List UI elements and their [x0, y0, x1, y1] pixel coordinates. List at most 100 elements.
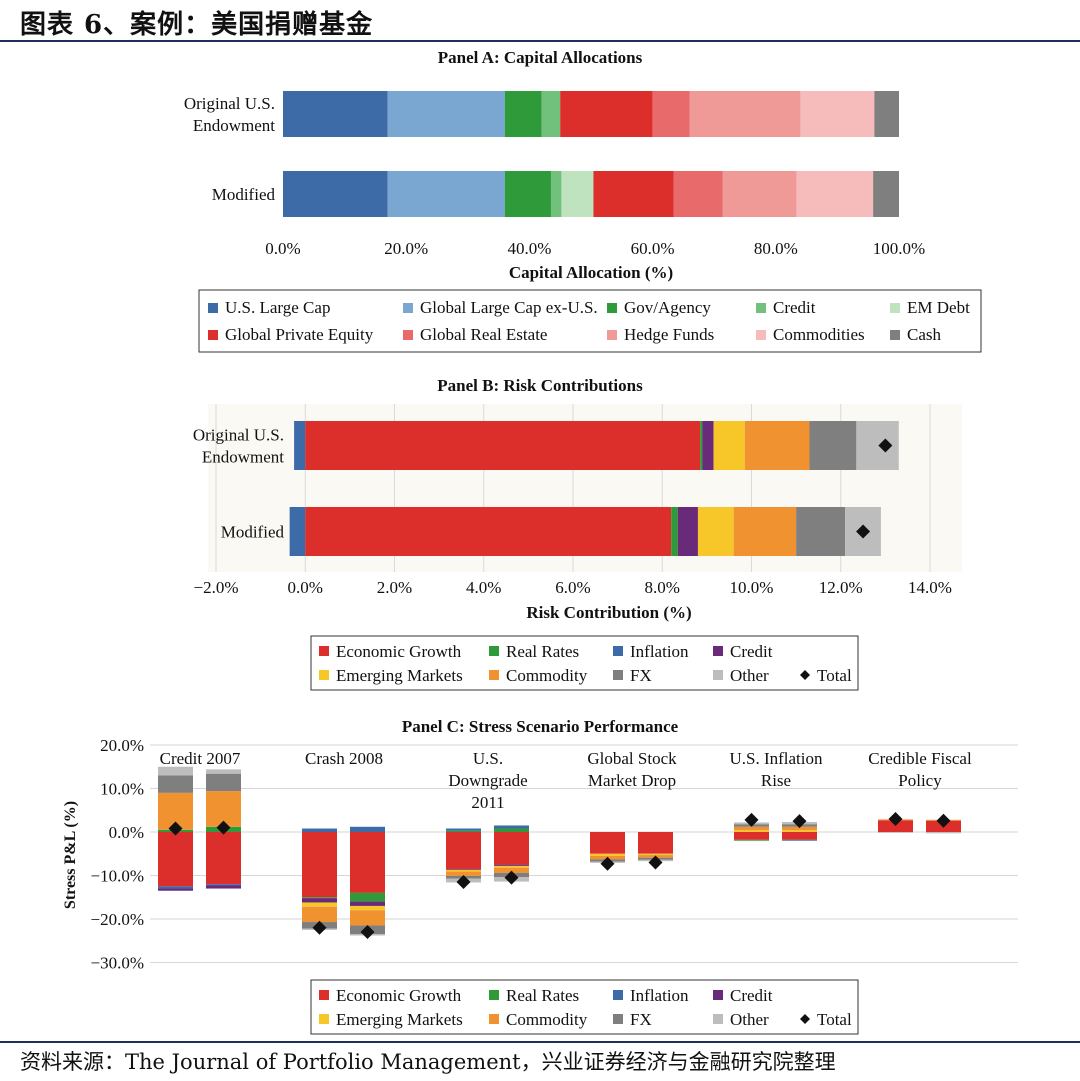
panel-c-bar-u-s-downgrade-2011-1-real-rates [446, 830, 481, 832]
panel-c-total-marker [216, 820, 231, 835]
panel-c-bar-credit-2007-1-fx [158, 775, 193, 793]
panel-c-scenario-label: Credit 2007 [160, 749, 241, 768]
panel-b-legend-label: Emerging Markets [336, 666, 463, 685]
panel-c-tick-label: 20.0% [100, 736, 144, 755]
panel-a-bar-modified-global-real-estate [673, 171, 723, 217]
panel-a-bar-modified-gov-agency [504, 171, 551, 217]
panel-c-total-marker [648, 855, 663, 870]
panel-b-legend-swatch-emerging-markets [319, 670, 329, 680]
panel-a-tick-label: 80.0% [754, 239, 798, 258]
panel-a-bar-modified-global-large-cap-ex-u-s [387, 171, 505, 217]
panel-c-total-marker [312, 920, 327, 935]
panel-a-bar-original-u-s-endowment-cash [874, 91, 899, 137]
panel-c-bar-u-s-downgrade-2011-2-economic-growth [494, 832, 529, 865]
panel-b-bar-modified-commodity [733, 507, 797, 556]
panel-b-tick-label: 14.0% [908, 578, 952, 597]
panel-b-category-label: Endowment [202, 448, 284, 467]
panel-a-category-label: Endowment [193, 116, 275, 135]
panel-c-bar-u-s-downgrade-2011-2-inflation [494, 825, 529, 829]
panel-b-bar-original-u-s-endowment-real-rates [700, 421, 703, 470]
panel-c-bar-u-s-inflation-rise-1-emerging-markets [734, 830, 769, 832]
panel-b-legend-label: Commodity [506, 666, 588, 685]
panel-b-legend-swatch-commodity [489, 670, 499, 680]
panel-b-bar-modified-credit [677, 507, 698, 556]
panel-b-legend-label: Real Rates [506, 642, 579, 661]
panel-c-legend-label: Total [817, 1010, 852, 1029]
panel-c-tick-label: 10.0% [100, 780, 144, 799]
panel-b-category-label: Modified [221, 523, 285, 542]
panel-b-bar-original-u-s-endowment-emerging-markets [713, 421, 745, 470]
panel-b-legend-swatch-credit [713, 646, 723, 656]
panel-b-legend-label: Total [817, 666, 852, 685]
panel-b-bar-original-u-s-endowment-inflation [294, 421, 306, 470]
panel-b-tick-label: 6.0% [555, 578, 590, 597]
panel-c-total-marker [600, 856, 615, 871]
panel-c-legend-swatch-commodity [489, 1014, 499, 1024]
panel-a-legend-swatch-em-debt [890, 303, 900, 313]
panel-a-legend-label: Hedge Funds [624, 325, 714, 344]
panel-c-scenario-label: Policy [898, 771, 942, 790]
panel-b-legend-swatch-other [713, 670, 723, 680]
panel-a-legend-swatch-global-real-estate [403, 330, 413, 340]
panel-b-legend-swatch-inflation [613, 646, 623, 656]
panel-b-legend-swatch-fx [613, 670, 623, 680]
panel-a-bar-modified-global-private-equity [593, 171, 674, 217]
panel-c-bar-crash-2008-1-commodity [302, 906, 337, 923]
panel-a-legend-label: Commodities [773, 325, 865, 344]
panel-c-legend-swatch-credit [713, 990, 723, 1000]
panel-c-bar-credit-2007-2-credit [206, 885, 241, 889]
panel-c-scenario-label: Rise [761, 771, 791, 790]
panel-c-bar-crash-2008-1-credit [302, 898, 337, 903]
panel-b-bar-modified-economic-growth [305, 507, 672, 556]
panel-c-legend-label: Other [730, 1010, 769, 1029]
panel-c-bar-u-s-inflation-rise-1-real-rates [734, 839, 769, 841]
panel-b-tick-label: 2.0% [377, 578, 412, 597]
panel-a-bar-original-u-s-endowment-gov-agency [504, 91, 542, 137]
panel-a-tick-label: 0.0% [265, 239, 300, 258]
panel-c-total-marker [936, 813, 951, 828]
panel-b-bar-original-u-s-endowment-economic-growth [305, 421, 701, 470]
panel-c-bar-credit-2007-1-inflation [158, 886, 193, 889]
panel-c-legend-box [310, 979, 859, 1035]
panel-c-bar-credit-2007-1-economic-growth [158, 832, 193, 887]
panel-c-bar-credible-fiscal-policy-1-other [878, 832, 913, 833]
panel-c-bar-crash-2008-2-emerging-markets [350, 905, 385, 911]
panel-b-axis-label: Risk Contribution (%) [526, 603, 691, 622]
panel-a-category-label: Original U.S. [184, 94, 275, 113]
panel-a-legend-label: Global Real Estate [420, 325, 547, 344]
panel-c-bar-u-s-downgrade-2011-2-real-rates [494, 828, 529, 832]
panel-c-legend-label: Economic Growth [336, 986, 462, 1005]
panel-c-tick-label: −20.0% [91, 910, 145, 929]
panel-c-bar-global-stock-market-drop-2-economic-growth [638, 832, 673, 854]
panel-a-legend-swatch-cash [890, 330, 900, 340]
panel-c-bar-credible-fiscal-policy-2-other [926, 832, 961, 834]
panel-a-tick-label: 40.0% [507, 239, 551, 258]
panel-c-bar-u-s-downgrade-2011-1-emerging-markets [446, 869, 481, 872]
panel-c-bar-u-s-downgrade-2011-2-credit [494, 864, 529, 866]
panel-a-legend-label: Gov/Agency [624, 298, 711, 317]
panel-c-bar-credit-2007-1-other [158, 766, 193, 776]
panel-c-title: Panel C: Stress Scenario Performance [402, 717, 679, 736]
panel-c-legend-swatch-emerging-markets [319, 1014, 329, 1024]
panel-b-legend-box [310, 635, 859, 691]
bottom-rule [0, 1041, 1080, 1043]
panel-c-tick-label: 0.0% [109, 823, 144, 842]
panel-a-tick-label: 20.0% [384, 239, 428, 258]
panel-c-legend-label: Credit [730, 986, 773, 1005]
panel-c-total-marker [504, 870, 519, 885]
panel-a-axis-label: Capital Allocation (%) [509, 263, 673, 282]
panel-b-tick-label: −2.0% [194, 578, 239, 597]
panel-a-bar-original-u-s-endowment-hedge-funds [689, 91, 801, 137]
panel-c-bar-global-stock-market-drop-1-emerging-markets [590, 853, 625, 856]
panel-c-legend-label: Real Rates [506, 986, 579, 1005]
panel-b-legend-label: Credit [730, 642, 773, 661]
panel-b-legend-label: Inflation [630, 642, 689, 661]
panel-b-bar-original-u-s-endowment-commodity [744, 421, 810, 470]
panel-c-scenario-label: Crash 2008 [305, 749, 383, 768]
panel-c-bar-u-s-inflation-rise-2-emerging-markets [782, 830, 817, 832]
panel-c-scenario-label: Market Drop [588, 771, 676, 790]
panel-b-tick-label: 12.0% [819, 578, 863, 597]
panel-b-bar-original-u-s-endowment-other [856, 421, 899, 470]
panel-c-bar-u-s-downgrade-2011-1-credit [446, 868, 481, 870]
panel-c-bar-crash-2008-2-real-rates [350, 892, 385, 902]
